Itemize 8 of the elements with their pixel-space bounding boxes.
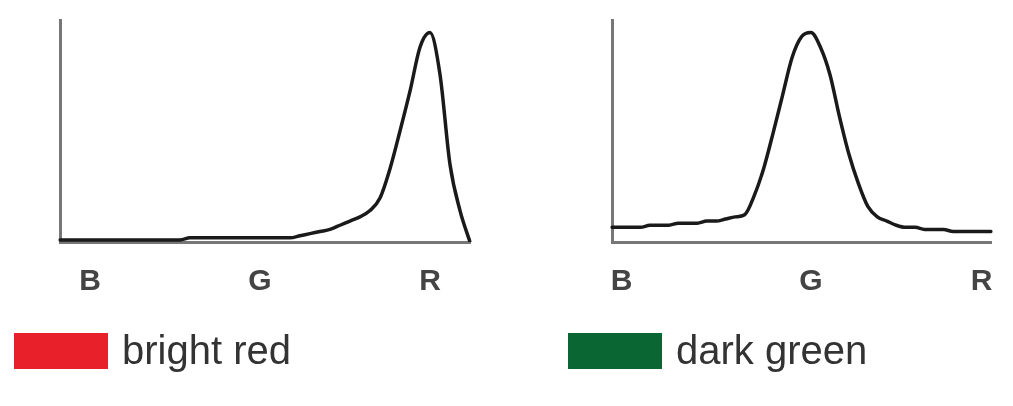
- x-tick-label: G: [248, 263, 272, 297]
- x-tick-label: G: [799, 263, 823, 297]
- text: bright red: [122, 328, 291, 373]
- x-tick-label: R: [970, 263, 993, 297]
- text: dark green: [676, 328, 868, 373]
- x-tick-label: B: [610, 263, 633, 297]
- x-tick-label: B: [79, 263, 101, 297]
- x-tick-label: R: [419, 263, 442, 297]
